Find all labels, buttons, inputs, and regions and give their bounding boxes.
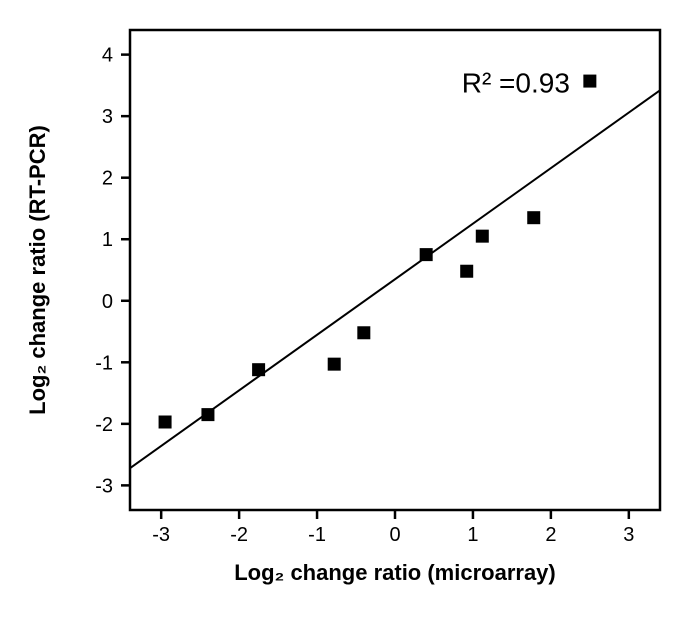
r-squared-annotation: R² =0.93 xyxy=(462,67,570,98)
data-point xyxy=(460,265,473,278)
data-point xyxy=(476,230,489,243)
data-point xyxy=(159,416,172,429)
y-tick-label: 0 xyxy=(102,291,113,313)
y-tick-label: 1 xyxy=(102,229,113,251)
data-point xyxy=(357,326,370,339)
x-axis-label: Log₂ change ratio (microarray) xyxy=(234,560,556,585)
y-tick-label: -3 xyxy=(95,475,113,497)
y-tick-label: 2 xyxy=(102,168,113,190)
x-tick-label: -2 xyxy=(230,524,248,546)
data-point xyxy=(420,248,433,261)
data-point xyxy=(527,211,540,224)
scatter-chart: -3 -2 -1 0 1 2 3 -3 -2 -1 0 1 2 3 4 R² =0.93 Log₂ change… xyxy=(0,0,700,637)
chart-bg xyxy=(0,0,700,637)
y-tick-label: 4 xyxy=(102,45,113,67)
x-tick-label: 0 xyxy=(389,524,400,546)
y-tick-label: -2 xyxy=(95,414,113,436)
y-tick-label: 3 xyxy=(102,106,113,128)
x-tick-label: 2 xyxy=(545,524,556,546)
x-tick-label: 3 xyxy=(623,524,634,546)
y-axis-label: Log₂ change ratio (RT-PCR) xyxy=(25,125,50,415)
y-tick-label: -1 xyxy=(95,352,113,374)
x-tick-label: -3 xyxy=(152,524,170,546)
x-tick-label: 1 xyxy=(467,524,478,546)
data-point xyxy=(583,75,596,88)
data-point xyxy=(201,408,214,421)
x-tick-label: -1 xyxy=(308,524,326,546)
data-point xyxy=(328,358,341,371)
scatter-plot-figure: { "chart": { "type": "scatter", "xlabel"… xyxy=(0,0,700,637)
data-point xyxy=(252,363,265,376)
